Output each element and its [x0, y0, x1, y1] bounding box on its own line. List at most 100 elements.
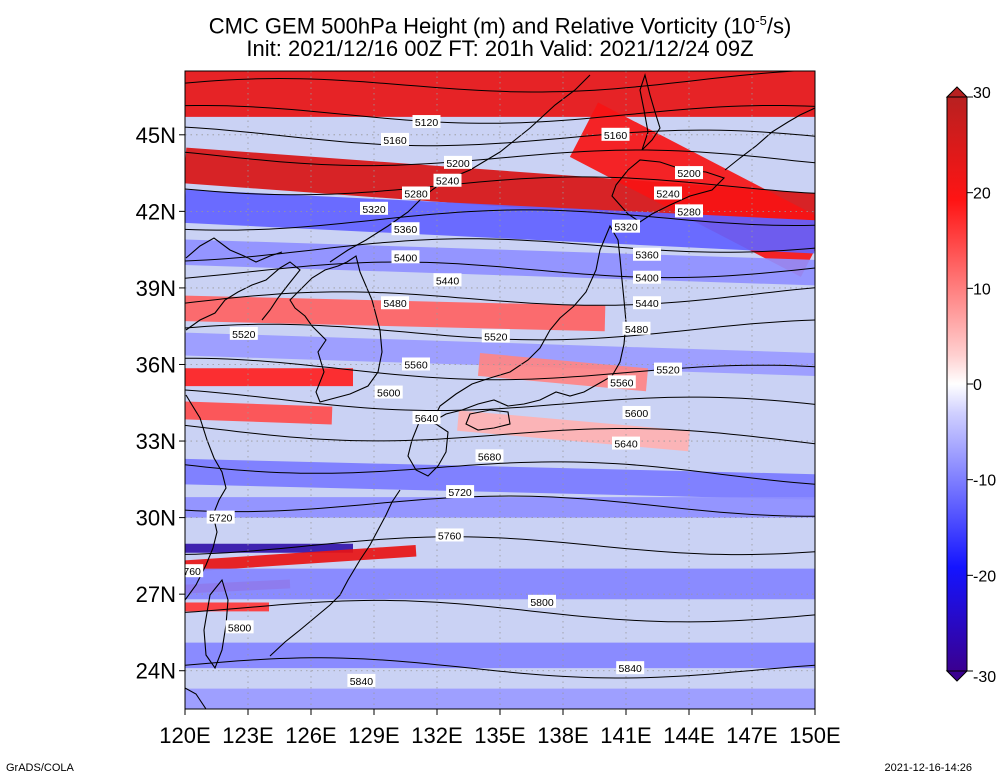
contour-label-bg-5760-1: [435, 528, 464, 542]
contour-label-5760-0: 5760: [178, 566, 202, 578]
coast-kuril: [724, 107, 815, 171]
footer-credit: GrADS/COLA: [6, 762, 74, 774]
contour-label-5640-1: 5640: [614, 439, 638, 451]
colorbar-tick-label-0: 30: [973, 85, 991, 102]
y-tick-label-42: 42N: [136, 199, 176, 224]
contour-5800: [185, 599, 815, 623]
vorticity-band-14: [185, 545, 417, 572]
contour-label-5520-2: 5520: [656, 365, 680, 377]
contour-5360: [185, 209, 815, 231]
contour-5160: [185, 71, 805, 93]
chart-subtitle: Init: 2021/12/16 00Z FT: 201h Valid: 202…: [246, 36, 754, 61]
contour-label-bg-5400-1: [633, 270, 661, 284]
contour-label-bg-5640-1: [612, 436, 640, 450]
contour-label-5200-1: 5200: [677, 168, 701, 180]
contour-label-bg-5160-1: [601, 127, 630, 141]
vorticity-band-4: [185, 239, 815, 286]
x-tick-label-150: 150E: [789, 723, 840, 748]
x-tick-label-144: 144E: [663, 723, 714, 748]
coast-sakhalin: [639, 73, 661, 151]
contour-label-5120-0: 5120: [415, 117, 439, 129]
vorticity-band-10: [457, 410, 690, 452]
colorbar-tick-label-6: -30: [973, 669, 996, 686]
contour-label-bg-5800-1: [528, 594, 556, 608]
contour-label-5160-0: 5160: [383, 135, 407, 147]
contour-label-bg-5520-1: [481, 329, 510, 343]
contour-label-5480-0: 5480: [383, 298, 407, 310]
contour-label-5280-0: 5280: [404, 188, 428, 200]
contour-label-bg-5800-0: [225, 620, 254, 634]
contour-label-bg-5160-0: [381, 132, 409, 146]
x-tick-label-132: 132E: [411, 723, 462, 748]
contour-label-5360-0: 5360: [394, 224, 418, 236]
contour-label-bg-5840-1: [616, 661, 645, 675]
contour-5760: [185, 536, 815, 556]
contour-label-bg-5280-1: [675, 204, 703, 218]
coast-bohai: [185, 237, 283, 263]
contour-label-bg-5520-2: [654, 362, 682, 376]
coast-hokkaido: [611, 159, 726, 223]
contour-label-bg-5200-1: [675, 166, 703, 180]
contour-label-bg-5600-1: [622, 405, 651, 419]
contour-label-bg-5600-0: [374, 385, 403, 399]
y-tick-label-39: 39N: [136, 276, 176, 301]
contour-label-5800-0: 5800: [228, 622, 252, 634]
contour-label-bg-5400-0: [391, 250, 420, 264]
y-tick-label-27: 27N: [136, 582, 176, 607]
chart-title: CMC GEM 500hPa Height (m) and Relative V…: [0, 8, 1000, 39]
vorticity-band-5: [185, 295, 606, 332]
contour-label-5600-0: 5600: [377, 388, 401, 400]
contour-label-5640-0: 5640: [415, 413, 439, 425]
contour-5840: [185, 657, 815, 679]
contour-label-5760-1: 5760: [438, 530, 462, 542]
contour-label-bg-5480-1: [622, 321, 651, 335]
colorbar-top-arrow: [945, 86, 969, 98]
plot-area: 5120 5160 5160 5200 5200 5240 5240 5280 5280 5320…: [178, 71, 815, 709]
contour-label-5800-1: 5800: [530, 597, 554, 609]
contour-label-5480-1: 5480: [625, 324, 649, 336]
coastlines: [185, 73, 815, 709]
contour-5440: [185, 261, 815, 279]
y-tick-label-36: 36N: [136, 352, 176, 377]
coast-shikoku: [465, 409, 511, 431]
coast-ryukyu: [269, 489, 401, 657]
vorticity-band-8: [185, 401, 333, 425]
footer-timestamp: 2021-12-16-14:26: [884, 762, 972, 774]
title-exponent: -5: [755, 13, 767, 28]
colorbar-tick-label-3: 0: [973, 377, 982, 394]
contour-5680: [185, 461, 815, 485]
y-tick-label-33: 33N: [136, 429, 176, 454]
coast-kyushu: [407, 419, 449, 477]
contour-label-bg-5320-1: [612, 219, 640, 233]
colorbar-gradient: [946, 96, 968, 672]
contour-label-bg-5360-1: [633, 247, 661, 261]
contour-label-bg-5440-0: [433, 273, 462, 287]
contour-5320: [185, 176, 815, 196]
coast-china: [185, 394, 227, 601]
contour-label-5280-1: 5280: [677, 206, 701, 218]
contour-label-bg-5760-0: [185, 564, 204, 578]
grid-lines: [185, 71, 815, 709]
contour-label-5440-1: 5440: [635, 298, 659, 310]
contour-label-5840-1: 5840: [619, 663, 643, 675]
contour-label-bg-5720-1: [446, 485, 475, 499]
contour-label-bg-5520-0: [229, 326, 258, 340]
x-tick-label-120: 120E: [159, 723, 210, 748]
contour-5600: [185, 389, 815, 411]
contour-label-5400-1: 5400: [635, 273, 659, 285]
contour-label-5440-0: 5440: [436, 275, 460, 287]
contour-label-bg-5320-0: [360, 201, 388, 215]
contour-label-5560-0: 5560: [404, 359, 428, 371]
contour-5640: [185, 424, 815, 445]
contour-5560: [185, 357, 815, 381]
contour-label-5320-0: 5320: [362, 204, 386, 216]
colorbar: 30 20 10 0 -10 -20 -30: [945, 85, 996, 686]
contour-label-bg-5560-0: [402, 357, 430, 371]
y-tick-label-30: 30N: [136, 506, 176, 531]
contour-label-bg-5640-0: [412, 411, 441, 425]
contour-label-5600-1: 5600: [625, 408, 649, 420]
contour-label-5840-0: 5840: [350, 676, 374, 688]
y-tick-label-45: 45N: [136, 123, 176, 148]
coast-taiwan: [203, 578, 229, 670]
contour-label-bg-5280-0: [402, 186, 430, 200]
